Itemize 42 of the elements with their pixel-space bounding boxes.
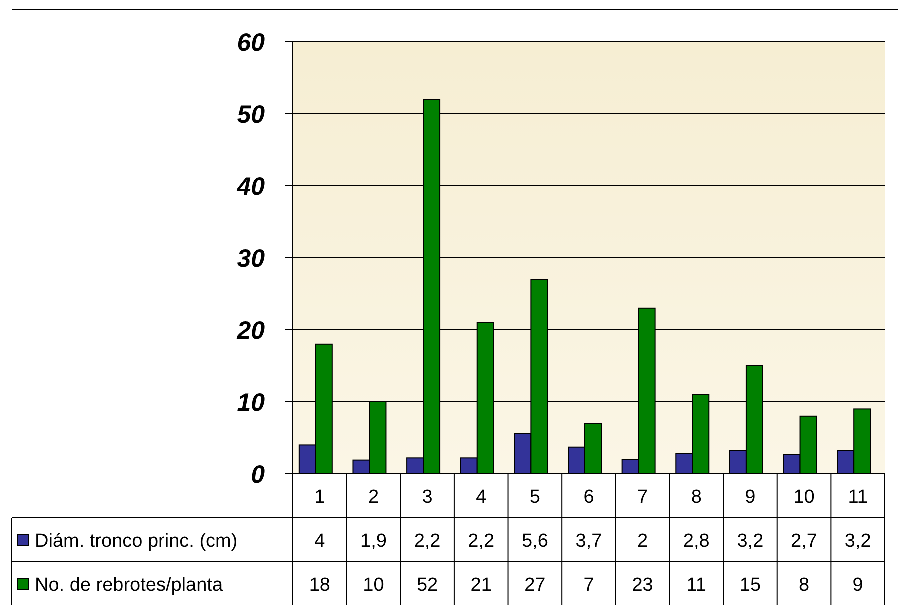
data-label: 10 bbox=[363, 575, 384, 596]
data-label: 52 bbox=[416, 575, 438, 596]
y-tick-label: 10 bbox=[237, 389, 266, 417]
data-label: 4 bbox=[314, 531, 326, 552]
data-label: 8 bbox=[798, 575, 810, 596]
y-tick-label: 60 bbox=[237, 29, 266, 57]
data-label: 3,2 bbox=[737, 531, 764, 552]
data-label: 11 bbox=[686, 575, 707, 596]
data-label: 2 bbox=[638, 531, 648, 552]
x-tick-label: 6 bbox=[584, 487, 594, 508]
data-label: 2,2 bbox=[468, 531, 495, 552]
data-label: 21 bbox=[470, 575, 492, 596]
data-label: 2,7 bbox=[791, 531, 818, 552]
x-tick-label: 5 bbox=[530, 487, 540, 508]
x-tick-label: 7 bbox=[638, 487, 648, 508]
x-tick-label: 4 bbox=[476, 487, 488, 508]
x-tick-label: 1 bbox=[314, 487, 326, 508]
x-tick-label: 11 bbox=[848, 487, 868, 508]
data-label: 27 bbox=[524, 575, 546, 596]
data-label: 7 bbox=[584, 575, 594, 596]
data-label: 18 bbox=[309, 575, 330, 596]
y-tick-label: 30 bbox=[237, 245, 266, 273]
data-label: 3,2 bbox=[844, 531, 872, 552]
data-label: 5,6 bbox=[522, 531, 548, 552]
y-tick-label: 50 bbox=[237, 101, 266, 129]
legend-label: No. de rebrotes/planta bbox=[35, 575, 224, 596]
legend-label: Diám. tronco princ. (cm) bbox=[35, 531, 238, 552]
data-label: 3,7 bbox=[576, 531, 602, 552]
y-tick-label: 0 bbox=[251, 461, 266, 489]
data-label: 15 bbox=[740, 575, 762, 596]
data-label: 9 bbox=[852, 575, 864, 596]
data-label: 2,8 bbox=[683, 531, 710, 552]
data-label: 23 bbox=[632, 575, 654, 596]
x-tick-label: 10 bbox=[794, 487, 815, 508]
x-tick-label: 8 bbox=[691, 487, 702, 508]
data-label: 1,9 bbox=[360, 531, 387, 552]
x-tick-label: 3 bbox=[422, 487, 433, 508]
x-tick-label: 9 bbox=[745, 487, 756, 508]
data-label: 2,2 bbox=[414, 531, 441, 552]
x-tick-label: 2 bbox=[368, 487, 380, 508]
y-tick-label: 20 bbox=[236, 317, 266, 345]
y-tick-label: 40 bbox=[236, 173, 266, 201]
